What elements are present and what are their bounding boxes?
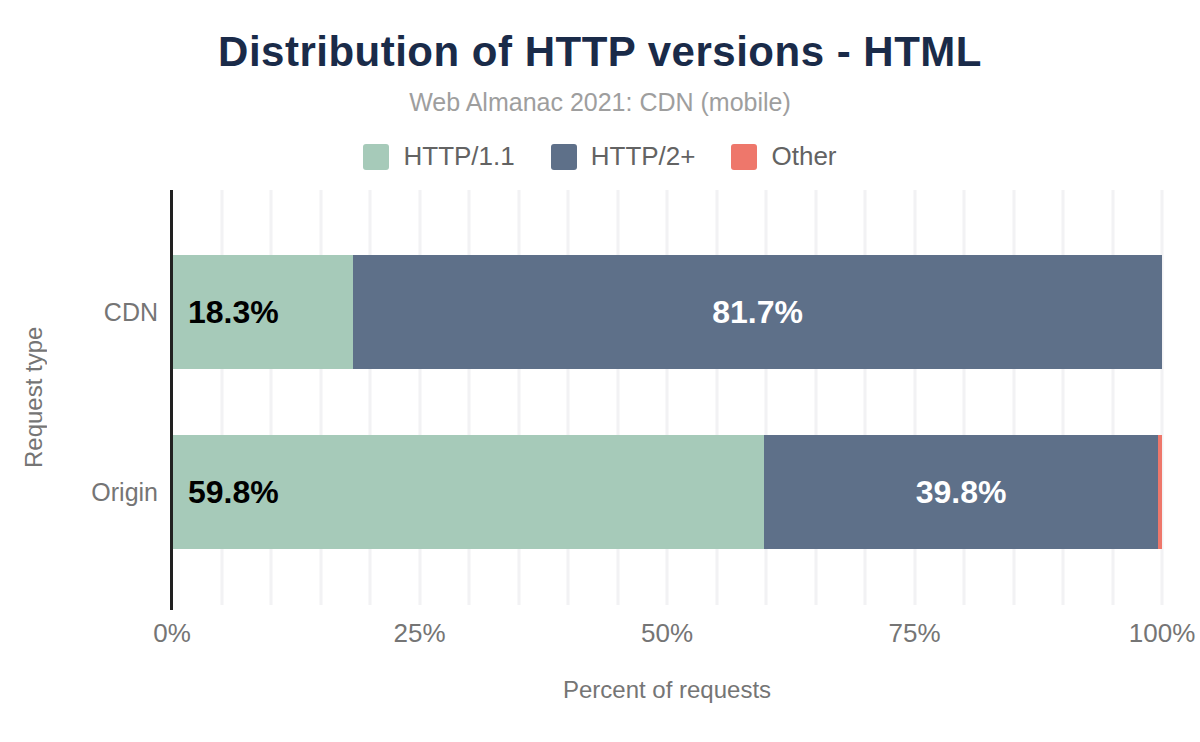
bar-value-label: 81.7% — [353, 255, 1162, 369]
bar-origin-other — [1158, 435, 1162, 549]
bar-value-label: 39.8% — [764, 435, 1158, 549]
legend-item-other: Other — [731, 141, 836, 172]
bar-row-origin: Origin59.8%39.8% — [172, 435, 1162, 549]
chart-title: Distribution of HTTP versions - HTML — [0, 28, 1200, 76]
plot-area: CDN18.3%81.7%Origin59.8%39.8% — [172, 190, 1162, 605]
y-category-label: Origin — [18, 478, 158, 507]
x-tick-label: 100% — [1129, 618, 1196, 649]
y-category-label: CDN — [18, 298, 158, 327]
legend: HTTP/1.1 HTTP/2+ Other — [0, 141, 1200, 172]
x-tick-label: 75% — [888, 618, 940, 649]
legend-label: HTTP/2+ — [591, 141, 696, 172]
chart: Distribution of HTTP versions - HTML Web… — [0, 0, 1200, 742]
legend-swatch-icon — [551, 144, 577, 170]
x-tick-label: 25% — [393, 618, 445, 649]
legend-swatch-icon — [363, 144, 389, 170]
x-axis-title: Percent of requests — [172, 676, 1162, 704]
bar-value-label: 18.3% — [188, 255, 279, 369]
x-axis-ticks: 0%25%50%75%100% — [172, 605, 1162, 645]
x-tick-label: 50% — [641, 618, 693, 649]
chart-subtitle: Web Almanac 2021: CDN (mobile) — [0, 88, 1200, 117]
legend-label: Other — [771, 141, 836, 172]
y-axis-line — [170, 190, 173, 610]
bar-row-cdn: CDN18.3%81.7% — [172, 255, 1162, 369]
legend-swatch-icon — [731, 144, 757, 170]
legend-label: HTTP/1.1 — [403, 141, 514, 172]
x-tick-label: 0% — [153, 618, 191, 649]
y-axis-title: Request type — [20, 190, 48, 605]
bar-value-label: 59.8% — [188, 435, 279, 549]
legend-item-http2: HTTP/2+ — [551, 141, 696, 172]
legend-item-http11: HTTP/1.1 — [363, 141, 514, 172]
